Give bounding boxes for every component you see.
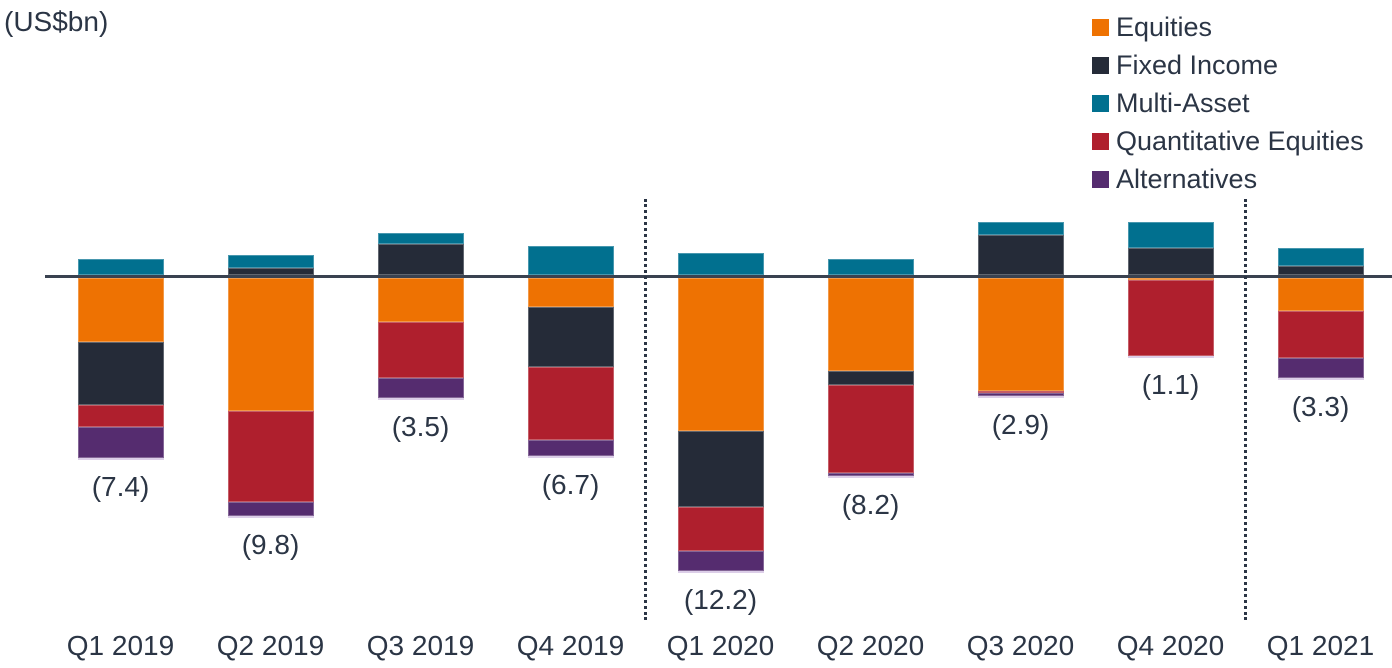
bar-segment-alternatives: [827, 473, 914, 476]
bar-segment-fixed-income: [77, 342, 164, 405]
legend-item-fixed-income: Fixed Income: [1092, 46, 1364, 84]
bar-total-label: (9.8): [241, 528, 300, 560]
bar-segment-quantitative-equities: [77, 404, 164, 427]
x-axis-label: Q2 2019: [216, 630, 325, 661]
bar-segment-fixed-income: [377, 243, 464, 275]
bar-segment-equities: [827, 278, 914, 372]
bar-segment-fixed-income: [677, 431, 764, 507]
x-axis-label: Q4 2019: [516, 630, 625, 661]
bar-segment-equities: [77, 278, 164, 343]
bar-total-label: (6.7): [541, 468, 600, 500]
bar-segment-alternatives: [1277, 357, 1364, 378]
x-axis-label: Q3 2020: [966, 630, 1075, 661]
bar-segment-multi-asset: [827, 259, 914, 275]
bar-segment-multi-asset: [1277, 248, 1364, 267]
x-axis-label: Q1 2019: [66, 630, 175, 661]
bar-segment-multi-asset: [1127, 221, 1214, 249]
legend-label: Quantitative Equities: [1116, 125, 1364, 156]
bar-segment-quantitative-equities: [977, 391, 1064, 394]
legend-item-alternatives: Alternatives: [1092, 160, 1364, 198]
legend-swatch-multi-asset: [1092, 94, 1109, 112]
legend: Equities Fixed Income Multi-Asset Quanti…: [1092, 8, 1364, 198]
bar-total-label: (1.1): [1141, 368, 1200, 400]
legend-label: Multi-Asset: [1116, 87, 1250, 118]
bar-segment-multi-asset: [677, 252, 764, 275]
bar-segment-alternatives: [227, 502, 314, 516]
bar-total-label: (12.2): [683, 584, 758, 616]
x-axis-label: Q4 2020: [1116, 630, 1225, 661]
x-axis-label: Q1 2021: [1266, 630, 1375, 661]
bar-segment-fixed-income: [527, 306, 614, 367]
bar-segment-fixed-income: [227, 268, 314, 275]
bar-segment-alternatives: [527, 440, 614, 456]
bar-segment-multi-asset: [527, 246, 614, 275]
bar-segment-quantitative-equities: [527, 366, 614, 441]
bar-segment-equities: [227, 278, 314, 412]
bar-segment-equities: [977, 278, 1064, 392]
bar-segment-fixed-income: [1277, 266, 1364, 275]
bar-total-label: (2.9): [991, 408, 1050, 440]
bar-segment-fixed-income: [1127, 248, 1214, 275]
legend-swatch-fixed-income: [1092, 56, 1109, 74]
bar-segment-multi-asset: [977, 221, 1064, 236]
legend-swatch-alternatives: [1092, 170, 1109, 188]
x-axis-label: Q2 2020: [816, 630, 925, 661]
period-separator-line: [1244, 199, 1247, 620]
bar-segment-equities: [1277, 278, 1364, 312]
bar-segment-quantitative-equities: [1277, 311, 1364, 358]
bar-segment-quantitative-equities: [227, 411, 314, 503]
bar-segment-alternatives: [677, 551, 764, 572]
bar-total-label: (3.5): [391, 410, 450, 442]
bar-total-label: (7.4): [91, 470, 150, 502]
legend-label: Fixed Income: [1116, 49, 1279, 80]
bar-segment-equities: [527, 278, 614, 307]
bar-total-label: (3.3): [1291, 390, 1350, 422]
bar-segment-multi-asset: [77, 259, 164, 275]
legend-item-quantitative-equities: Quantitative Equities: [1092, 122, 1364, 160]
bar-segment-quantitative-equities: [377, 322, 464, 378]
bar-total-label: (8.2): [841, 488, 900, 520]
legend-item-multi-asset: Multi-Asset: [1092, 84, 1364, 122]
bar-segment-alternatives: [77, 426, 164, 458]
bar-segment-fixed-income: [827, 371, 914, 385]
bar-segment-equities: [1127, 278, 1214, 281]
chart-unit-label: (US$bn): [4, 6, 109, 37]
legend-swatch-quantitative-equities: [1092, 132, 1109, 150]
bar-segment-equities: [677, 278, 764, 432]
legend-item-equities: Equities: [1092, 8, 1364, 46]
x-axis-label: Q1 2020: [666, 630, 775, 661]
x-axis-label: Q3 2019: [366, 630, 475, 661]
zero-axis-line: [45, 275, 1392, 278]
bar-segment-fixed-income: [977, 235, 1064, 275]
legend-label: Alternatives: [1116, 163, 1258, 194]
bar-segment-quantitative-equities: [827, 384, 914, 474]
bar-segment-quantitative-equities: [677, 506, 764, 552]
legend-label: Equities: [1116, 11, 1213, 42]
bar-segment-quantitative-equities: [1127, 280, 1214, 356]
bar-segment-alternatives: [977, 393, 1064, 396]
bar-segment-equities: [377, 278, 464, 323]
bar-segment-multi-asset: [377, 232, 464, 244]
bar-segment-multi-asset: [227, 255, 314, 269]
legend-swatch-equities: [1092, 18, 1109, 36]
period-separator-line: [644, 199, 647, 620]
bar-segment-alternatives: [377, 377, 464, 398]
